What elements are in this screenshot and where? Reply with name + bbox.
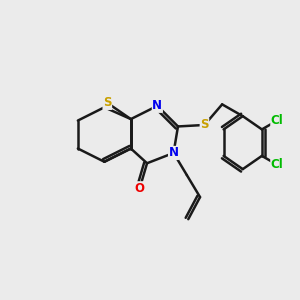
Text: S: S: [200, 118, 209, 131]
Text: Cl: Cl: [271, 114, 284, 127]
Text: N: N: [152, 99, 162, 112]
Text: S: S: [103, 96, 112, 110]
Text: O: O: [135, 182, 145, 195]
Text: Cl: Cl: [271, 158, 284, 171]
Text: N: N: [169, 146, 178, 159]
